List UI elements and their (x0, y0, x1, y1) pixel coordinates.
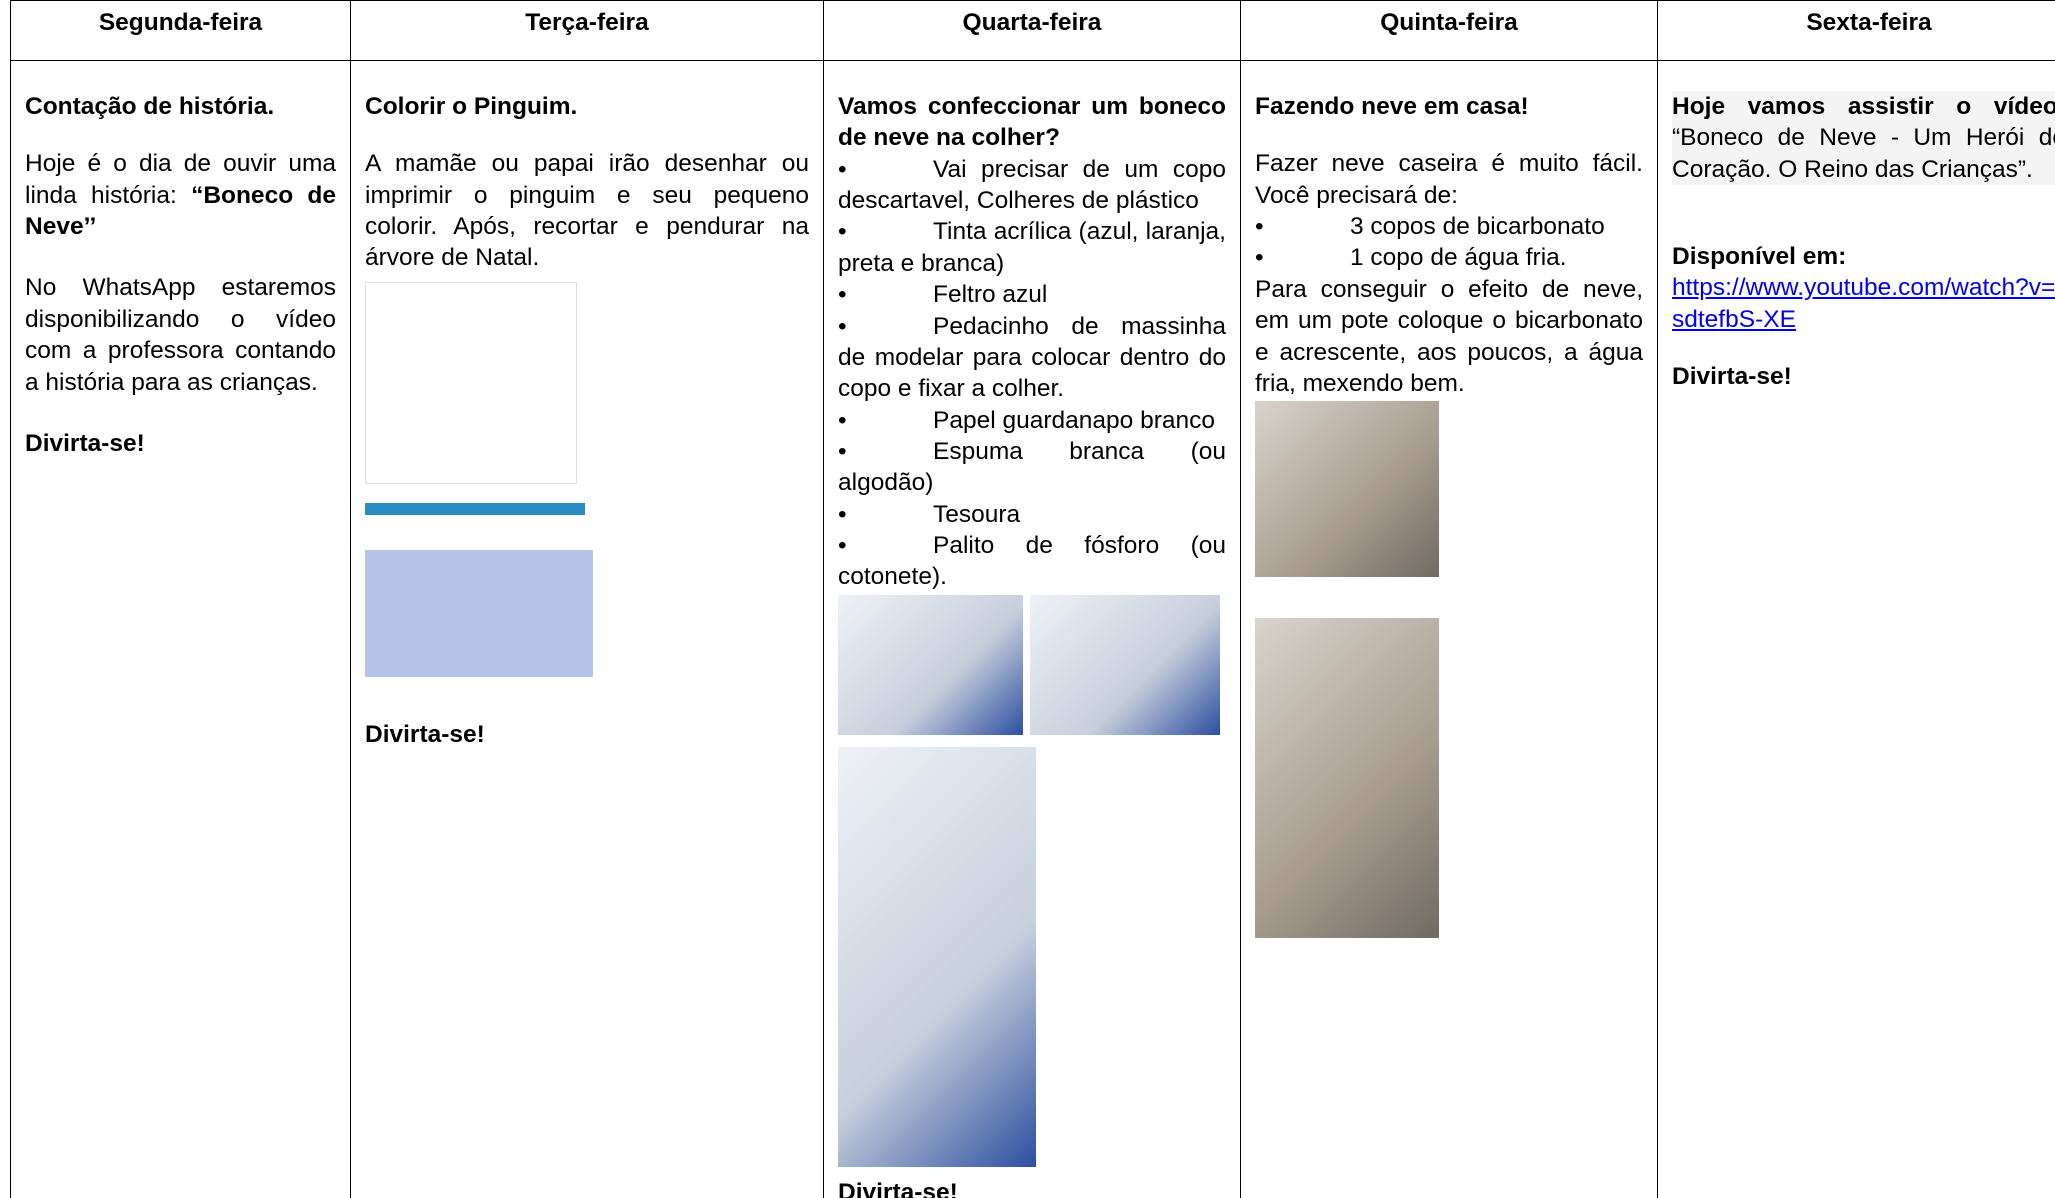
day-header: Quarta-feira (823, 0, 1241, 61)
paragraph: No WhatsApp estaremos disponibilizando o… (25, 274, 336, 396)
photo (838, 594, 1023, 735)
schedule-table: Segunda-feira Terça-feira Quarta-feira Q… (10, 0, 2055, 1198)
available-label: Disponível em: (1672, 243, 1847, 271)
header-row: Segunda-feira Terça-feira Quarta-feira Q… (10, 0, 2055, 61)
material-item: Vai precisar de um copo descartavel, Col… (838, 154, 1226, 217)
image-strip (365, 503, 585, 516)
paragraph: A mamãe ou papai irão desenhar ou imprim… (365, 150, 809, 272)
thursday-cell: Fazendo neve em casa! Fazer neve caseira… (1240, 60, 1658, 1198)
paragraph: Para conseguir o efeito de neve, em um p… (1255, 275, 1643, 397)
activity-title: Fazendo neve em casa! (1255, 93, 1529, 120)
material-item: Tesoura (838, 499, 1226, 531)
day-header: Segunda-feira (10, 0, 351, 61)
ingredient-item: 1 copo de água fria. (1255, 242, 1643, 274)
text: Hoje é o dia de ouvir uma linda história… (25, 150, 336, 209)
day-header: Quinta-feira (1240, 0, 1658, 61)
tuesday-cell: Colorir o Pinguim. A mamãe ou papai irão… (350, 60, 824, 1198)
photo-collage (838, 747, 1036, 1168)
activity-title: Contação de história. (25, 93, 275, 120)
material-item: Tinta acrílica (azul, laranja, preta e b… (838, 216, 1226, 279)
penguin-drawing (365, 281, 577, 484)
photo (1029, 594, 1220, 735)
closing: Divirta-se! (365, 720, 485, 748)
activity-title: Colorir o Pinguim. (365, 93, 578, 120)
paragraph: Fazer neve caseira é muito fácil. Você p… (1255, 150, 1643, 209)
paragraph: Disponível em: https://www.youtube.com/wa… (1672, 241, 2055, 335)
photo (1255, 401, 1439, 578)
material-item: Palito de fósforo (ou cotonete). (838, 530, 1226, 593)
story-name: “Boneco de Neve’’ (25, 181, 336, 241)
wednesday-cell: Vamos confeccionar um boneco de neve na … (823, 60, 1241, 1198)
material-item: Espuma branca (ou algodão) (838, 436, 1226, 499)
video-title: “Boneco de Neve - Um Herói do Coração. O… (1672, 124, 2055, 183)
paragraph: Hoje é o dia de ouvir uma linda história… (25, 148, 336, 242)
material-item: Feltro azul (838, 279, 1226, 311)
material-item: Pedacinho de massinha de modelar para co… (838, 311, 1226, 405)
paragraph: Hoje vamos assistir o vídeo: “Boneco de … (1672, 91, 2055, 186)
closing: Divirta-se! (838, 1179, 958, 1198)
closing: Divirta-se! (25, 429, 145, 457)
activity-title: Hoje vamos assistir o vídeo: (1672, 93, 2055, 120)
activity-title: Vamos confeccionar um boneco de neve na … (838, 93, 1226, 152)
photo (1255, 617, 1439, 938)
ingredients-list: 3 copos de bicarbonato1 copo de água fri… (1255, 211, 1643, 274)
penguin-photo (365, 549, 593, 677)
content-row: Contação de história. Hoje é o dia de ou… (10, 60, 2055, 1198)
ingredient-item: 3 copos de bicarbonato (1255, 211, 1643, 243)
closing: Divirta-se! (1672, 363, 1792, 391)
day-header: Sexta-feira (1657, 0, 2055, 61)
material-item: Papel guardanapo branco (838, 405, 1226, 437)
friday-cell: Hoje vamos assistir o vídeo: “Boneco de … (1657, 60, 2055, 1198)
day-header: Terça-feira (350, 0, 824, 61)
monday-cell: Contação de história. Hoje é o dia de ou… (10, 60, 351, 1198)
materials-list: Vai precisar de um copo descartavel, Col… (838, 154, 1226, 593)
video-link[interactable]: https://www.youtube.com/watch?v=rsdtefbS… (1672, 274, 2055, 333)
